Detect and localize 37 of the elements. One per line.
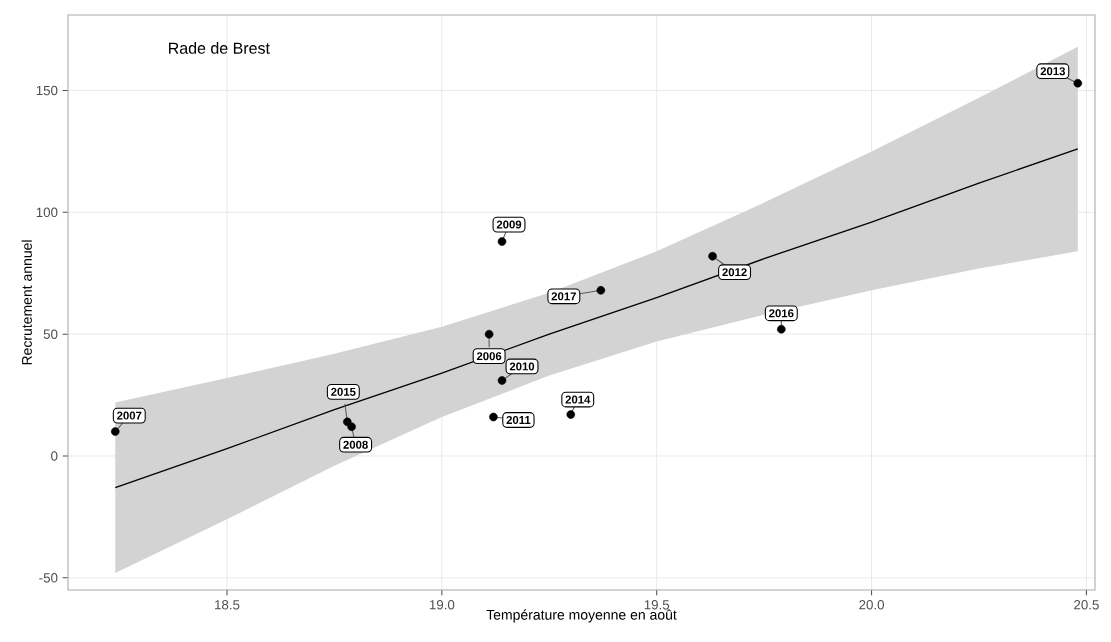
point bbox=[111, 427, 120, 436]
line-series bbox=[114, 148, 1079, 489]
annotation: 2014 bbox=[565, 395, 591, 404]
annotation: 2006 bbox=[476, 352, 502, 361]
annotation: 2010 bbox=[509, 362, 535, 371]
x-tick-label: 19.5 bbox=[644, 600, 670, 610]
x-tick-label: 20.5 bbox=[1074, 600, 1099, 610]
point bbox=[497, 376, 507, 385]
text: Rade de Brest bbox=[169, 42, 270, 54]
point bbox=[596, 286, 606, 295]
y-tick-label: 50 bbox=[43, 329, 58, 339]
annotation: 2016 bbox=[769, 309, 794, 318]
point bbox=[343, 417, 352, 427]
x-tick-label: 18.5 bbox=[215, 600, 240, 610]
point bbox=[566, 410, 576, 419]
point bbox=[497, 237, 507, 246]
y-tick-label: 100 bbox=[36, 207, 58, 218]
y-tick-label: 150 bbox=[36, 85, 58, 96]
x-axis-title: Température moyenne en août bbox=[486, 609, 677, 623]
point bbox=[1073, 78, 1083, 88]
point bbox=[484, 329, 494, 339]
y-axis-title: Recrutement annuel bbox=[21, 240, 32, 365]
annotation: 2017 bbox=[551, 292, 576, 301]
annotation: 2008 bbox=[343, 440, 368, 449]
y-tick-label: -50 bbox=[39, 573, 58, 583]
point bbox=[777, 325, 786, 334]
annotation: 2007 bbox=[117, 411, 142, 420]
x-tick-label: 19.0 bbox=[429, 600, 455, 610]
point bbox=[489, 412, 498, 422]
annotation: 2013 bbox=[1040, 67, 1066, 76]
annotation: 2015 bbox=[331, 387, 356, 396]
y-tick-label: 0 bbox=[51, 451, 58, 461]
annotation: 2012 bbox=[722, 268, 747, 277]
point bbox=[708, 251, 717, 261]
x-tick-label: 20.0 bbox=[859, 600, 885, 610]
annotation: 2009 bbox=[496, 220, 522, 229]
annotation: 2011 bbox=[506, 416, 531, 424]
